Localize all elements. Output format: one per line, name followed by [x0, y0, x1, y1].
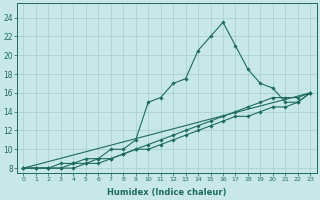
X-axis label: Humidex (Indice chaleur): Humidex (Indice chaleur): [107, 188, 227, 197]
